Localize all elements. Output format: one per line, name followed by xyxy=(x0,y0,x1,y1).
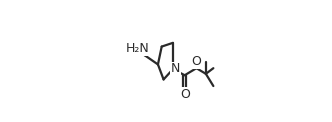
Text: N: N xyxy=(171,62,180,75)
Text: O: O xyxy=(180,88,190,101)
Text: O: O xyxy=(192,55,202,68)
Text: H₂N: H₂N xyxy=(125,42,149,55)
